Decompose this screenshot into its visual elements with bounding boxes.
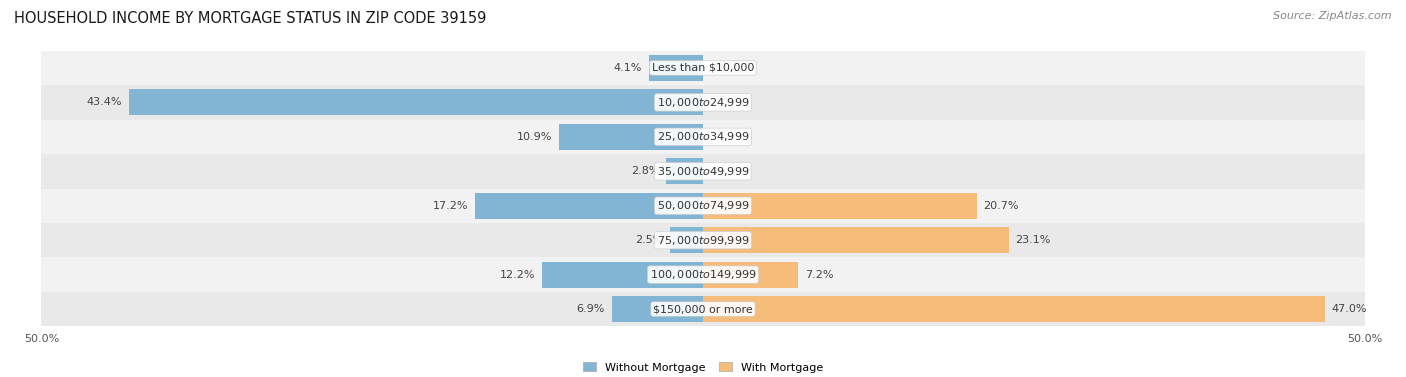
Text: 4.1%: 4.1% <box>614 63 643 73</box>
Text: 6.9%: 6.9% <box>576 304 605 314</box>
Text: 43.4%: 43.4% <box>87 97 122 107</box>
Text: 10.9%: 10.9% <box>517 132 553 142</box>
Text: $10,000 to $24,999: $10,000 to $24,999 <box>657 96 749 109</box>
Text: 2.8%: 2.8% <box>631 166 659 176</box>
Text: 7.2%: 7.2% <box>804 270 834 280</box>
Bar <box>703 262 799 288</box>
Bar <box>666 158 703 184</box>
Bar <box>41 120 1365 154</box>
Bar <box>703 193 977 219</box>
Text: $150,000 or more: $150,000 or more <box>654 304 752 314</box>
Text: $50,000 to $74,999: $50,000 to $74,999 <box>657 199 749 212</box>
Bar <box>669 227 703 253</box>
Bar <box>41 223 1365 257</box>
Bar <box>648 55 703 81</box>
Bar <box>129 89 703 115</box>
Text: $75,000 to $99,999: $75,000 to $99,999 <box>657 234 749 247</box>
Text: $100,000 to $149,999: $100,000 to $149,999 <box>650 268 756 281</box>
Text: $35,000 to $49,999: $35,000 to $49,999 <box>657 165 749 178</box>
Bar <box>475 193 703 219</box>
Text: 12.2%: 12.2% <box>499 270 534 280</box>
Bar <box>41 85 1365 120</box>
Bar <box>41 154 1365 188</box>
Bar <box>41 257 1365 292</box>
Text: 2.5%: 2.5% <box>636 235 664 245</box>
Text: Source: ZipAtlas.com: Source: ZipAtlas.com <box>1274 11 1392 21</box>
Bar <box>703 296 1324 322</box>
Bar <box>703 227 1008 253</box>
Bar <box>558 124 703 150</box>
Bar <box>541 262 703 288</box>
Text: HOUSEHOLD INCOME BY MORTGAGE STATUS IN ZIP CODE 39159: HOUSEHOLD INCOME BY MORTGAGE STATUS IN Z… <box>14 11 486 26</box>
Bar <box>41 292 1365 326</box>
Bar <box>612 296 703 322</box>
Bar <box>41 51 1365 85</box>
Bar <box>41 188 1365 223</box>
Text: 47.0%: 47.0% <box>1331 304 1367 314</box>
Legend: Without Mortgage, With Mortgage: Without Mortgage, With Mortgage <box>582 362 824 372</box>
Text: $25,000 to $34,999: $25,000 to $34,999 <box>657 130 749 143</box>
Text: 17.2%: 17.2% <box>433 201 468 211</box>
Text: Less than $10,000: Less than $10,000 <box>652 63 754 73</box>
Text: 20.7%: 20.7% <box>984 201 1019 211</box>
Text: 23.1%: 23.1% <box>1015 235 1050 245</box>
